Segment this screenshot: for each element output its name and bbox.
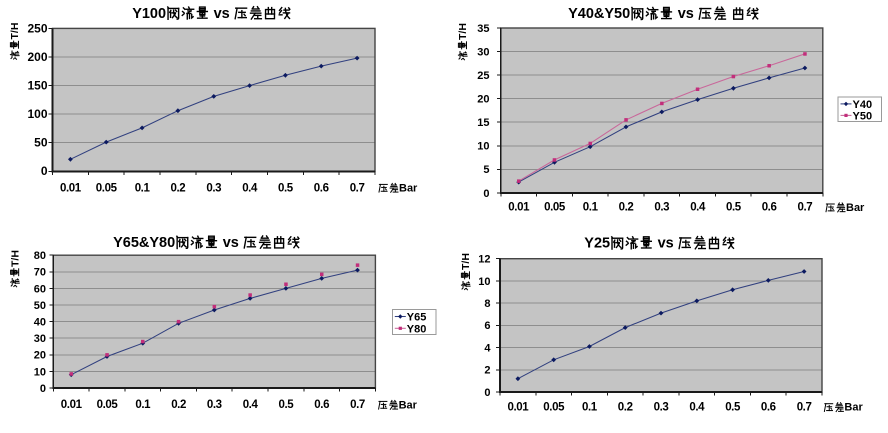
svg-text:10: 10 xyxy=(478,276,490,288)
svg-text:Y40: Y40 xyxy=(853,99,873,111)
svg-text:T/H: T/H xyxy=(9,250,21,267)
svg-text:70: 70 xyxy=(34,267,46,279)
svg-text:40: 40 xyxy=(34,317,46,329)
svg-text:0.7: 0.7 xyxy=(797,402,812,414)
svg-text:0.4: 0.4 xyxy=(243,399,259,411)
svg-text:20: 20 xyxy=(34,350,46,362)
svg-text:250: 250 xyxy=(27,21,47,35)
svg-text:0.7: 0.7 xyxy=(798,202,813,214)
svg-text:vs: vs xyxy=(674,6,698,22)
svg-text:12: 12 xyxy=(478,254,490,266)
svg-text:100: 100 xyxy=(27,107,47,121)
svg-text:vs: vs xyxy=(219,235,243,251)
svg-text:2: 2 xyxy=(484,365,490,377)
svg-text:0.2: 0.2 xyxy=(171,399,186,411)
svg-text:0.6: 0.6 xyxy=(314,182,329,194)
svg-text:4: 4 xyxy=(484,343,491,355)
svg-text:50: 50 xyxy=(34,136,48,150)
svg-text:0.7: 0.7 xyxy=(350,182,365,194)
svg-text:0.01: 0.01 xyxy=(508,202,530,214)
svg-text:50: 50 xyxy=(34,300,46,312)
svg-text:0: 0 xyxy=(483,188,489,200)
svg-text:0.5: 0.5 xyxy=(279,399,295,411)
svg-text:0.1: 0.1 xyxy=(583,202,599,214)
svg-text:0.6: 0.6 xyxy=(761,402,776,414)
svg-text:0: 0 xyxy=(41,164,48,178)
svg-text:0.05: 0.05 xyxy=(543,402,565,414)
svg-text:Y100: Y100 xyxy=(132,6,166,22)
svg-text:60: 60 xyxy=(34,283,46,295)
svg-text:Bar: Bar xyxy=(399,182,418,194)
svg-text:0.5: 0.5 xyxy=(278,182,294,194)
svg-text:0.3: 0.3 xyxy=(654,202,669,214)
svg-text:35: 35 xyxy=(477,23,489,35)
svg-text:0.3: 0.3 xyxy=(654,402,669,414)
svg-text:0.3: 0.3 xyxy=(207,399,222,411)
svg-text:T/H: T/H xyxy=(460,253,472,270)
svg-text:Y80: Y80 xyxy=(407,323,427,335)
svg-text:30: 30 xyxy=(477,47,489,59)
svg-text:Y65&Y80: Y65&Y80 xyxy=(113,235,175,251)
svg-text:Bar: Bar xyxy=(846,202,865,214)
svg-text:0.6: 0.6 xyxy=(762,202,777,214)
svg-text:0.01: 0.01 xyxy=(508,402,530,414)
svg-text:Bar: Bar xyxy=(844,402,863,414)
svg-text:30: 30 xyxy=(34,333,46,345)
svg-text:0.1: 0.1 xyxy=(135,182,151,194)
svg-text:0.2: 0.2 xyxy=(619,202,634,214)
svg-text:0.5: 0.5 xyxy=(726,202,742,214)
svg-text:Y40&Y50: Y40&Y50 xyxy=(568,6,630,22)
svg-text:0.1: 0.1 xyxy=(135,399,151,411)
svg-text:10: 10 xyxy=(477,141,489,153)
svg-text:0.05: 0.05 xyxy=(544,202,566,214)
svg-text:Y65: Y65 xyxy=(407,312,427,324)
svg-text:0.5: 0.5 xyxy=(725,402,741,414)
svg-text:Y25: Y25 xyxy=(584,236,610,252)
svg-text:80: 80 xyxy=(34,250,46,262)
svg-text:Bar: Bar xyxy=(399,399,418,411)
svg-text:0.2: 0.2 xyxy=(171,182,186,194)
svg-text:8: 8 xyxy=(484,298,490,310)
svg-text:6: 6 xyxy=(484,320,490,332)
svg-text:25: 25 xyxy=(477,70,489,82)
svg-text:0.05: 0.05 xyxy=(96,182,118,194)
svg-text:0.4: 0.4 xyxy=(242,182,258,194)
svg-text:vs: vs xyxy=(654,236,678,252)
svg-text:Y50: Y50 xyxy=(853,110,873,122)
svg-text:0.3: 0.3 xyxy=(206,182,221,194)
svg-text:T/H: T/H xyxy=(9,23,21,40)
svg-text:0: 0 xyxy=(40,383,46,395)
svg-text:0.4: 0.4 xyxy=(689,402,705,414)
svg-text:0.1: 0.1 xyxy=(582,402,598,414)
svg-text:0.2: 0.2 xyxy=(618,402,633,414)
svg-text:0.6: 0.6 xyxy=(314,399,329,411)
svg-text:150: 150 xyxy=(27,79,47,93)
svg-text:5: 5 xyxy=(483,164,489,176)
svg-text:10: 10 xyxy=(34,366,46,378)
svg-text:T/H: T/H xyxy=(457,23,469,40)
svg-text:15: 15 xyxy=(477,117,489,129)
svg-text:0.01: 0.01 xyxy=(60,182,82,194)
svg-text:0.01: 0.01 xyxy=(61,399,83,411)
svg-text:0.7: 0.7 xyxy=(350,399,365,411)
svg-text:20: 20 xyxy=(477,94,489,106)
svg-text:0.4: 0.4 xyxy=(690,202,706,214)
svg-text:vs: vs xyxy=(210,6,234,22)
svg-text:0: 0 xyxy=(484,387,490,399)
svg-text:200: 200 xyxy=(27,50,47,64)
svg-text:0.05: 0.05 xyxy=(97,399,119,411)
